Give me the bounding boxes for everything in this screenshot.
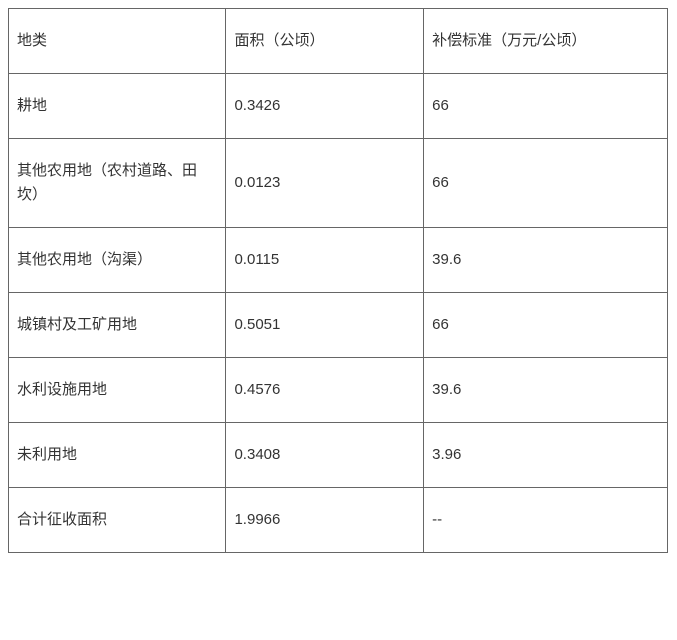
cell-standard: 3.96	[424, 423, 668, 488]
cell-category: 其他农用地（沟渠）	[9, 228, 226, 293]
cell-standard: 66	[424, 293, 668, 358]
cell-standard: 66	[424, 139, 668, 228]
header-cell-category: 地类	[9, 9, 226, 74]
cell-category: 水利设施用地	[9, 358, 226, 423]
table-row-total: 合计征收面积 1.9966 --	[9, 488, 668, 553]
table-row: 耕地 0.3426 66	[9, 74, 668, 139]
cell-category: 城镇村及工矿用地	[9, 293, 226, 358]
table-body: 地类 面积（公顷） 补偿标准（万元/公顷） 耕地 0.3426 66 其他农用地…	[9, 9, 668, 553]
table-row: 未利用地 0.3408 3.96	[9, 423, 668, 488]
table-row: 城镇村及工矿用地 0.5051 66	[9, 293, 668, 358]
cell-area: 0.5051	[226, 293, 424, 358]
cell-area: 0.0123	[226, 139, 424, 228]
cell-standard: 39.6	[424, 228, 668, 293]
header-cell-standard: 补偿标准（万元/公顷）	[424, 9, 668, 74]
cell-area: 0.3408	[226, 423, 424, 488]
cell-area: 0.0115	[226, 228, 424, 293]
table-row: 其他农用地（农村道路、田坎） 0.0123 66	[9, 139, 668, 228]
cell-category: 耕地	[9, 74, 226, 139]
land-compensation-table: 地类 面积（公顷） 补偿标准（万元/公顷） 耕地 0.3426 66 其他农用地…	[8, 8, 668, 553]
cell-area: 1.9966	[226, 488, 424, 553]
cell-category: 其他农用地（农村道路、田坎）	[9, 139, 226, 228]
cell-standard: 66	[424, 74, 668, 139]
cell-standard: --	[424, 488, 668, 553]
cell-standard: 39.6	[424, 358, 668, 423]
table-row: 其他农用地（沟渠） 0.0115 39.6	[9, 228, 668, 293]
cell-area: 0.4576	[226, 358, 424, 423]
cell-category: 未利用地	[9, 423, 226, 488]
table-header-row: 地类 面积（公顷） 补偿标准（万元/公顷）	[9, 9, 668, 74]
table-row: 水利设施用地 0.4576 39.6	[9, 358, 668, 423]
header-cell-area: 面积（公顷）	[226, 9, 424, 74]
cell-category: 合计征收面积	[9, 488, 226, 553]
cell-area: 0.3426	[226, 74, 424, 139]
